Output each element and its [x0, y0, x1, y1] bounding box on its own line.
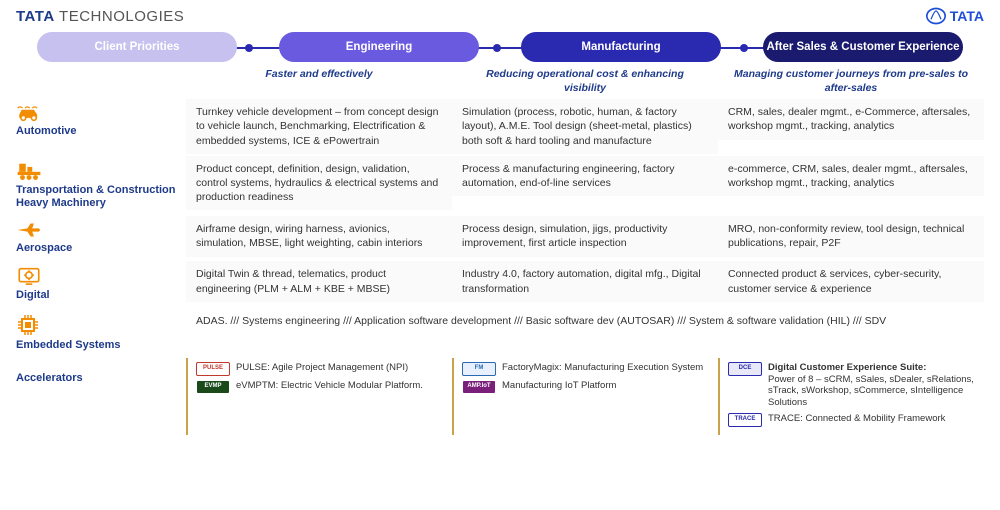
accel-item: FM FactoryMagix: Manufacturing Execution … — [462, 362, 710, 376]
pill-3: After Sales & Customer Experience — [763, 32, 963, 62]
tagline-row: Faster and effectively Reducing operatio… — [0, 62, 1000, 99]
header: TATA TECHNOLOGIES TATA — [0, 0, 1000, 28]
tagline-manufacturing: Reducing operational cost & enhancing vi… — [452, 68, 718, 95]
accel-text: TRACE: Connected & Mobility Framework — [768, 413, 976, 425]
accel-col-0: PULSE PULSE: Agile Project Management (NP… — [186, 358, 452, 436]
pill-2: Manufacturing — [521, 32, 721, 62]
row-3: Digital Digital Twin & thread, telematics… — [16, 261, 984, 306]
cell: Airframe design, wiring harness, avionic… — [186, 216, 452, 256]
row-1: Transportation & Construction Heavy Mach… — [16, 156, 984, 214]
cell: Digital Twin & thread, telematics, produ… — [186, 261, 452, 301]
accel-item: DCE Digital Customer Experience Suite:Pow… — [728, 362, 976, 410]
accel-logo-icon: PULSE — [196, 362, 230, 376]
row-0: Automotive Turnkey vehicle development – … — [16, 99, 984, 154]
cell: Simulation (process, robotic, human, & f… — [452, 99, 718, 154]
cell: MRO, non-conformity review, tool design,… — [718, 216, 984, 256]
accel-text: FactoryMagix: Manufacturing Execution Sy… — [502, 362, 710, 374]
accel-item: AMP.IoT Manufacturing IoT Platform — [462, 380, 710, 394]
chip-icon — [16, 313, 180, 337]
accel-item: PULSE PULSE: Agile Project Management (NP… — [196, 362, 444, 376]
accel-text: PULSE: Agile Project Management (NPI) — [236, 362, 444, 374]
brand-bold: TATA — [16, 8, 55, 25]
accel-logo-icon: EVMP — [196, 380, 230, 394]
cell: Process & manufacturing engineering, fac… — [452, 156, 718, 196]
cell: Product concept, definition, design, val… — [186, 156, 452, 211]
accel-col-1: FM FactoryMagix: Manufacturing Execution … — [452, 358, 718, 436]
brand-left: TATA TECHNOLOGIES — [16, 8, 184, 25]
row-icon — [16, 220, 180, 240]
row-2: Aerospace Airframe design, wiring harness… — [16, 216, 984, 259]
cell: e-commerce, CRM, sales, dealer mgmt., af… — [718, 156, 984, 196]
dot — [245, 44, 253, 52]
row-label: Automotive — [16, 125, 180, 138]
accel-logo-icon: TRACE — [728, 413, 762, 427]
row-label: Digital — [16, 289, 180, 302]
accel-logo-icon: AMP.IoT — [462, 380, 496, 394]
tagline-aftersales: Managing customer journeys from pre-sale… — [718, 68, 984, 95]
cell: Process design, simulation, jigs, produc… — [452, 216, 718, 256]
embedded-row: Embedded Systems ADAS. /// Systems engin… — [16, 309, 984, 356]
accel-text: eVMPTM: Electric Vehicle Modular Platfor… — [236, 380, 444, 392]
dot — [493, 44, 501, 52]
accelerators-row: Accelerators PULSE PULSE: Agile Project M… — [0, 356, 1000, 440]
pill-0: Client Priorities — [37, 32, 237, 62]
row-icon — [16, 265, 180, 287]
row-icon — [16, 160, 180, 182]
dot — [740, 44, 748, 52]
main-grid: Automotive Turnkey vehicle development – … — [0, 99, 1000, 306]
accel-text: Manufacturing IoT Platform — [502, 380, 710, 392]
brand-thin: TECHNOLOGIES — [55, 8, 185, 25]
row-label: Transportation & Construction Heavy Mach… — [16, 184, 180, 210]
accel-item: TRACE TRACE: Connected & Mobility Framewo… — [728, 413, 976, 427]
pills-row: Client Priorities Engineering Manufacturin… — [0, 28, 1000, 62]
tata-logo-icon — [926, 6, 946, 26]
cell: Industry 4.0, factory automation, digita… — [452, 261, 718, 301]
accel-item: EVMP eVMPTM: Electric Vehicle Modular Pla… — [196, 380, 444, 394]
row-icon — [16, 103, 180, 123]
embedded-label: Embedded Systems — [16, 339, 180, 352]
accel-col-2: DCE Digital Customer Experience Suite:Pow… — [718, 358, 984, 436]
cell: CRM, sales, dealer mgmt., e-Commerce, af… — [718, 99, 984, 139]
cell: Turnkey vehicle development – from conce… — [186, 99, 452, 154]
cell: Connected product & services, cyber-secu… — [718, 261, 984, 301]
pill-1: Engineering — [279, 32, 479, 62]
accel-label: Accelerators — [16, 372, 180, 385]
accel-logo-icon: FM — [462, 362, 496, 376]
brand-right-text: TATA — [950, 8, 984, 24]
accel-text: Digital Customer Experience Suite:Power … — [768, 362, 976, 410]
accel-logo-icon: DCE — [728, 362, 762, 376]
embedded-text: ADAS. /// Systems engineering /// Applic… — [186, 309, 984, 333]
row-label: Aerospace — [16, 242, 180, 255]
tagline-engineering: Faster and effectively — [186, 68, 452, 95]
brand-right: TATA — [926, 6, 984, 26]
